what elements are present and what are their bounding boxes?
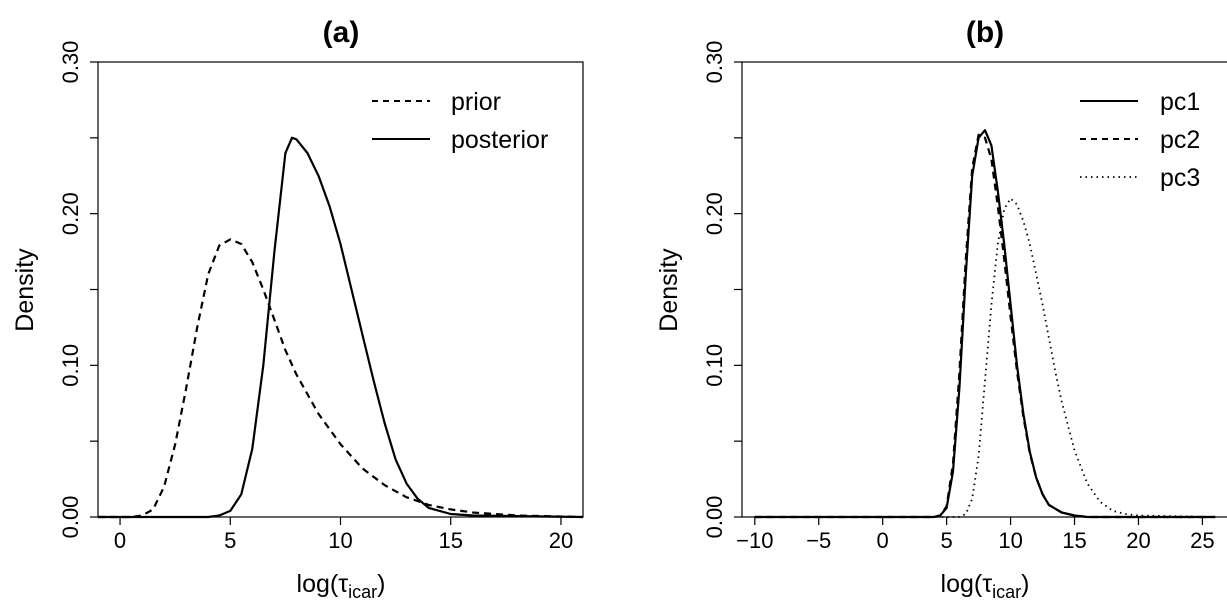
panel-b-x-tick-label: 25 <box>1190 528 1214 553</box>
panel-a-title: (a) <box>323 16 360 49</box>
legend-pc2-label: pc2 <box>1160 126 1200 154</box>
panel-b-y-tick-label: 0.10 <box>702 344 727 387</box>
legend-posterior-label: posterior <box>451 126 548 154</box>
panel-a-y-tick-label: 0.30 <box>58 41 83 84</box>
panel-a-axis-ticks: 0 5 10 15 20 0.00 0.10 0.20 0.30 <box>58 41 573 553</box>
panel-a-y-axis-label: Density <box>11 248 39 332</box>
legend-pc1-label: pc1 <box>1160 88 1200 116</box>
panel-b-x-tick-label: −5 <box>806 528 831 553</box>
panel-b: (b) −10 −5 0 5 10 15 20 25 0.00 0.10 0.20 0.30 Dens… <box>655 16 1227 602</box>
panel-a-series <box>98 136 584 519</box>
panel-a-legend: prior posterior <box>372 88 548 154</box>
panel-a-y-tick-label: 0.00 <box>58 496 83 539</box>
panel-a-x-tick-label: 10 <box>328 528 352 553</box>
series-line-posterior <box>98 136 584 519</box>
panel-a-x-tick-label: 5 <box>224 528 236 553</box>
panel-a: (a) 0 5 10 15 20 0.00 0.10 0.20 0.30 Density log… <box>11 16 584 602</box>
legend-pc3-label: pc3 <box>1160 164 1200 192</box>
panel-a-y-tick-label: 0.10 <box>58 344 83 387</box>
panel-b-series <box>754 129 1216 519</box>
legend-prior-label: prior <box>451 88 501 116</box>
panel-b-y-tick-label: 0.20 <box>702 192 727 235</box>
series-line-prior <box>98 238 584 519</box>
panel-b-x-tick-label: 0 <box>877 528 889 553</box>
panel-b-title: (b) <box>966 16 1004 49</box>
panel-b-x-axis-label: log(τicar) <box>941 570 1030 602</box>
panel-b-x-tick-label: 5 <box>941 528 953 553</box>
panel-b-x-tick-label: 15 <box>1062 528 1086 553</box>
panel-a-x-tick-label: 15 <box>438 528 462 553</box>
panel-b-y-tick-label: 0.30 <box>702 41 727 84</box>
panel-b-y-tick-label: 0.00 <box>702 496 727 539</box>
panel-b-x-tick-label: 10 <box>998 528 1022 553</box>
panel-b-x-tick-label: −10 <box>736 528 773 553</box>
panel-a-x-axis-label: log(τicar) <box>297 570 386 602</box>
panel-b-y-axis-label: Density <box>655 248 683 332</box>
panel-b-legend: pc1 pc2 pc3 <box>1080 88 1200 192</box>
panel-a-y-tick-label: 0.20 <box>58 192 83 235</box>
series-line-pc3 <box>754 197 1216 518</box>
series-line-pc2 <box>754 133 1216 519</box>
panel-a-x-tick-label: 0 <box>114 528 126 553</box>
panel-b-x-tick-label: 20 <box>1126 528 1150 553</box>
panel-a-x-tick-label: 20 <box>549 528 573 553</box>
panel-b-axis-ticks: −10 −5 0 5 10 15 20 25 0.00 0.10 0.20 0.30 <box>702 41 1215 553</box>
series-line-pc1 <box>754 129 1216 519</box>
